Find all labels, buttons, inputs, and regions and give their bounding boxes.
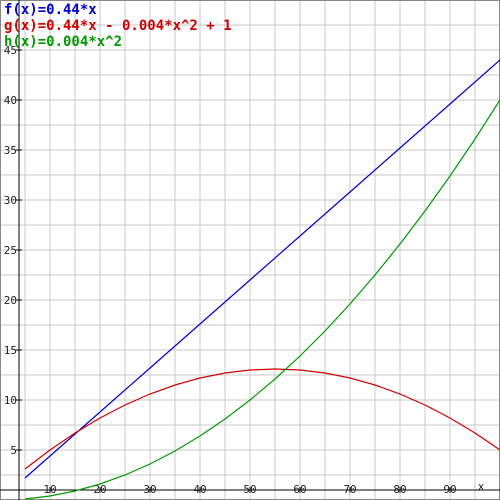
x-tick-label: 80	[393, 483, 406, 496]
tick-labels: 10 20 30 40 50 60 70 80 90 x 5 10 15 20 25 30 35 40 45	[4, 44, 485, 496]
x-tick-label: 90	[443, 483, 456, 496]
x-tick-label: 50	[243, 483, 256, 496]
y-tick-label: 45	[4, 44, 17, 57]
y-tick-label: 35	[4, 144, 17, 157]
y-tick-label: 25	[4, 244, 17, 257]
series-line-1	[24, 368, 500, 470]
y-tick-label: 10	[4, 394, 17, 407]
y-tick-label: 30	[4, 194, 17, 207]
legend-entry-h: h(x)=0.004*x^2	[4, 34, 123, 50]
x-tick-label: 40	[193, 483, 206, 496]
y-tick-label: 15	[4, 344, 17, 357]
curves	[24, 59, 500, 500]
x-tick-label: 30	[143, 483, 156, 496]
y-tick-label: 40	[4, 94, 17, 107]
legend: f(x)=0.44*x g(x)=0.44*x - 0.004*x^2 + 1 …	[4, 2, 232, 50]
x-tick-label: 20	[93, 483, 106, 496]
legend-entry-f: f(x)=0.44*x	[4, 2, 97, 18]
y-tick-label: 5	[10, 444, 17, 457]
y-tick-label: 20	[4, 294, 17, 307]
series-line-0	[24, 59, 500, 479]
x-tick-label: 70	[343, 483, 356, 496]
x-tick-label: 60	[293, 483, 306, 496]
x-tick-label: 10	[43, 483, 56, 496]
legend-entry-g: g(x)=0.44*x - 0.004*x^2 + 1	[4, 18, 232, 34]
series-line-2	[24, 99, 500, 500]
x-axis-label: x	[478, 480, 485, 493]
